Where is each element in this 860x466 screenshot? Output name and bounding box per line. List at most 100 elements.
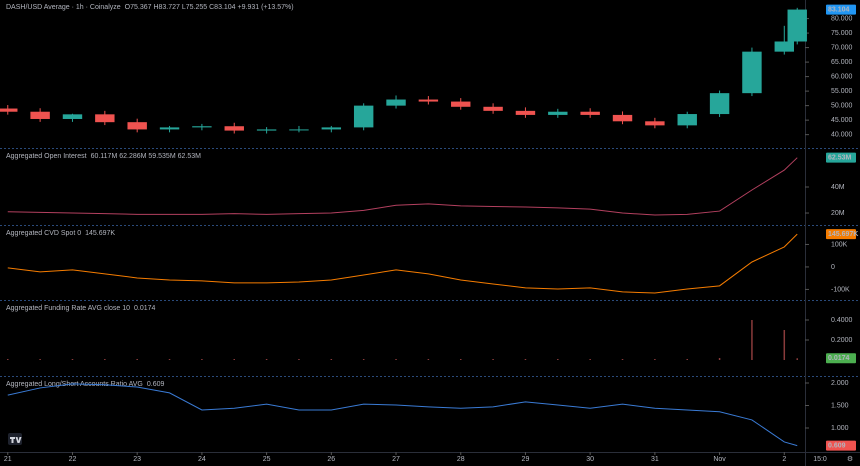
x-tick-label: 27 — [392, 456, 400, 463]
pane-title: Aggregated CVD Spot 0 — [6, 230, 81, 237]
x-tick-label: 30 — [586, 456, 594, 463]
y-tick-label: 20M — [831, 210, 845, 217]
bar — [718, 358, 721, 360]
x-tick-label: 31 — [651, 456, 659, 463]
last-value-label: 0.609 — [828, 442, 846, 449]
last-value-label: 0.0174 — [828, 355, 850, 362]
y-tick-label: 45.000 — [831, 117, 853, 124]
tv-logo — [8, 433, 22, 445]
bar — [395, 359, 397, 360]
x-tick-label: 2 — [782, 456, 786, 463]
bar — [492, 359, 494, 360]
bar — [330, 359, 333, 360]
candle-body — [612, 114, 633, 122]
candle-body — [787, 9, 807, 42]
x-tick-label: 25 — [263, 456, 271, 463]
pane-legend: 0.609 — [147, 381, 165, 388]
bar — [427, 359, 430, 360]
bar — [686, 359, 688, 360]
pane-legend: 60.117M 62.286M 59.535M 62.53M — [91, 153, 202, 160]
y-tick-label: 40.000 — [831, 131, 853, 138]
bar — [136, 359, 138, 360]
candle-body — [483, 106, 503, 111]
candle-body — [580, 111, 600, 115]
bar — [751, 320, 753, 360]
y-tick-label: 60.000 — [831, 73, 853, 80]
y-tick-label: 40M — [831, 184, 845, 191]
candle-body — [645, 121, 665, 126]
candle-body — [256, 129, 277, 131]
candle-body — [515, 110, 536, 115]
candle-body — [95, 114, 115, 123]
bar — [796, 358, 798, 360]
bar — [621, 359, 624, 360]
bar — [654, 359, 656, 360]
pane-title: Aggregated Open Interest — [6, 153, 87, 160]
y-tick-label: 65.000 — [831, 59, 853, 66]
candle-body — [548, 111, 568, 115]
bar — [201, 359, 203, 360]
candle-body — [774, 41, 794, 52]
bar — [233, 359, 236, 360]
candle-body — [353, 105, 374, 128]
bar — [459, 359, 462, 360]
y-tick-label: 80.000 — [831, 15, 853, 22]
pane-title: Aggregated Funding Rate AVG close 10 — [6, 305, 130, 312]
bar — [168, 359, 171, 360]
candle-body — [62, 114, 83, 119]
last-value-label: 83.104 — [828, 6, 850, 13]
y-tick-label: 100K — [831, 241, 848, 248]
series-line — [7, 383, 798, 447]
bar — [298, 359, 300, 360]
pane-legend: 0.0174 — [134, 305, 156, 312]
candle-body — [742, 51, 762, 94]
y-tick-label: 50.000 — [831, 102, 853, 109]
cursor-time-label: 15:0 — [813, 456, 827, 463]
bar — [7, 359, 9, 360]
y-tick-label: 55.000 — [831, 88, 853, 95]
y-tick-label: 0.2000 — [831, 337, 853, 344]
x-tick-label: 23 — [133, 456, 141, 463]
y-tick-label: 75.000 — [831, 30, 853, 37]
candle-body — [30, 111, 50, 119]
bar — [524, 359, 527, 360]
bar — [265, 359, 268, 360]
pane-legend: O75.367 H83.727 L75.255 C83.104 +9.931 (… — [125, 4, 294, 11]
candle-body — [159, 127, 180, 130]
last-value-marker — [826, 4, 856, 15]
candle-body — [192, 126, 212, 128]
last-value-marker — [826, 152, 856, 163]
last-value-marker — [826, 353, 856, 364]
candle-body — [418, 99, 439, 102]
candle-body — [386, 99, 406, 106]
x-tick-label: 21 — [4, 456, 12, 463]
bar — [71, 359, 74, 360]
candle-body — [709, 93, 730, 115]
candle-body — [677, 114, 697, 126]
y-tick-label: 0.4000 — [831, 317, 853, 324]
candle-body — [321, 127, 342, 130]
y-tick-label: 1.500 — [831, 402, 849, 409]
candle-body — [451, 101, 471, 107]
x-tick-label: 29 — [522, 456, 530, 463]
last-value-marker — [826, 229, 856, 240]
settings-icon[interactable]: ⚙ — [847, 455, 853, 463]
bar — [362, 359, 365, 360]
bar — [104, 359, 106, 360]
last-value-label: 62.53M — [828, 155, 852, 162]
y-tick-label: 2.000 — [831, 380, 849, 387]
pane-title: DASH/USD Average · 1h · Coinalyze — [6, 4, 121, 11]
candle-body — [224, 126, 244, 131]
series-line — [7, 157, 798, 216]
y-tick-label: -100K — [831, 286, 850, 293]
bar — [557, 359, 559, 360]
x-tick-label: Nov — [713, 456, 726, 463]
y-tick-label: 1.000 — [831, 425, 849, 432]
last-value-label: 145.697K — [828, 231, 858, 238]
candle-body — [127, 122, 147, 130]
y-tick-label: 0 — [831, 264, 835, 271]
x-tick-label: 22 — [69, 456, 77, 463]
